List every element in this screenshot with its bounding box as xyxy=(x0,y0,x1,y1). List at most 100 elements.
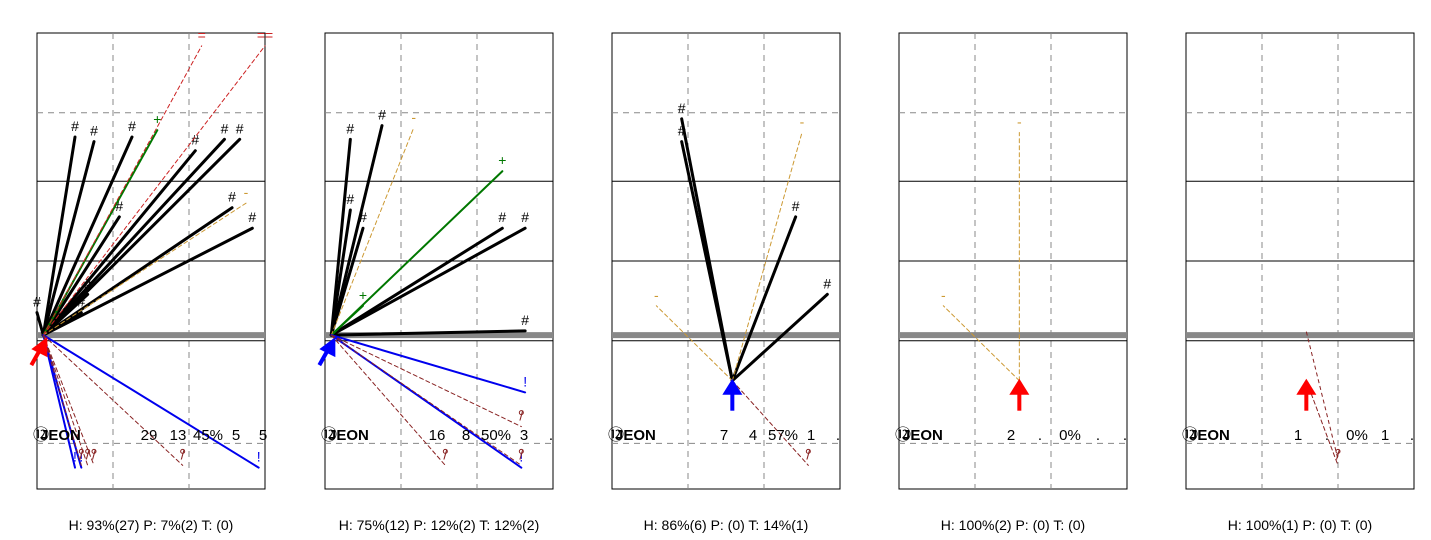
stat-value: 2 xyxy=(1007,427,1015,444)
shot-line xyxy=(329,226,504,337)
player-name: JEON xyxy=(615,427,656,444)
shot-marker: / xyxy=(519,446,523,462)
shot-marker: ! xyxy=(519,449,523,465)
foul-dot xyxy=(805,448,811,454)
shot-line xyxy=(41,135,77,337)
shot-marker: # xyxy=(378,107,386,123)
stat-value: 45% xyxy=(193,427,223,444)
shot-line xyxy=(41,137,226,337)
shot-line xyxy=(35,311,45,337)
player-number: ⑫ xyxy=(1182,426,1198,444)
shot-marker: - xyxy=(654,287,659,303)
shot-line xyxy=(42,334,82,466)
footer-summary: H: 75%(12) P: 12%(2) T: 12%(2) xyxy=(339,517,540,533)
shot-marker: / xyxy=(92,446,96,462)
shot-line xyxy=(942,305,1020,382)
shot-marker: # xyxy=(498,209,506,225)
shot-marker: + xyxy=(153,111,161,127)
shot-marker: # xyxy=(33,294,41,310)
shot-line xyxy=(41,135,134,337)
shot-line xyxy=(42,334,76,469)
shot-line xyxy=(730,292,829,383)
shot-marker: = xyxy=(198,27,206,43)
foul-dot xyxy=(518,448,524,454)
shot-line xyxy=(42,334,184,466)
stat-value: 16 xyxy=(429,427,446,444)
shot-line xyxy=(329,124,384,337)
shot-marker: - xyxy=(411,109,416,125)
origin-arrow-head xyxy=(31,337,48,358)
shot-line xyxy=(730,215,798,383)
shot-marker: # xyxy=(90,123,98,139)
shot-marker: # xyxy=(236,120,244,136)
shot-line xyxy=(330,334,527,394)
stat-value: 7 xyxy=(720,427,728,444)
shot-marker: / xyxy=(806,446,810,462)
stat-value: 5 xyxy=(232,427,240,444)
shot-line xyxy=(330,334,522,428)
stat-value: 5 xyxy=(259,427,267,444)
shot-marker: ! xyxy=(79,449,83,465)
shot-marker: / xyxy=(519,408,523,424)
stat-value: 1 xyxy=(807,427,815,444)
shot-marker: # xyxy=(346,120,354,136)
shot-marker: + xyxy=(359,287,367,303)
shot-line xyxy=(680,140,734,383)
shot-marker: # xyxy=(678,123,686,139)
footer-summary: H: 93%(27) P: 7%(2) T: (0) xyxy=(69,517,234,533)
shot-marker: # xyxy=(678,100,686,116)
stat-value: 0% xyxy=(1346,427,1368,444)
stat-value: . xyxy=(836,427,840,444)
player-name: JEON xyxy=(40,427,81,444)
shot-line xyxy=(329,137,352,337)
shot-marker: == xyxy=(257,27,273,43)
origin-arrow-head xyxy=(1296,378,1317,395)
player-number: ⑫ xyxy=(608,426,624,444)
shot-marker: # xyxy=(221,120,229,136)
stat-value: . xyxy=(549,427,553,444)
shot-marker: - xyxy=(244,184,249,200)
shot-marker: # xyxy=(792,198,800,214)
player-number: ⑫ xyxy=(321,426,337,444)
shot-line xyxy=(41,292,90,337)
foul-dot xyxy=(91,448,97,454)
shot-line xyxy=(329,208,352,337)
shot-marker: # xyxy=(359,209,367,225)
shot-line xyxy=(41,215,121,337)
player-name: JEON xyxy=(328,427,369,444)
foul-dot xyxy=(518,410,524,416)
player-number: ⑫ xyxy=(895,426,911,444)
shot-marker: / xyxy=(86,446,90,462)
footer-summary: H: 86%(6) P: (0) T: 14%(1) xyxy=(644,517,809,533)
shot-marker: # xyxy=(191,132,199,148)
shot-line xyxy=(42,334,260,469)
foul-dot xyxy=(180,448,186,454)
shot-line xyxy=(42,45,203,336)
origin-arrow-head xyxy=(722,378,743,395)
shot-marker: ! xyxy=(257,449,261,465)
shot-line xyxy=(329,226,527,337)
shot-line xyxy=(330,334,446,466)
shot-line xyxy=(1305,380,1339,466)
shot-line xyxy=(655,305,733,382)
shot-marker: # xyxy=(521,312,529,328)
stat-value: 1 xyxy=(1294,427,1302,444)
shot-marker: / xyxy=(79,446,83,462)
shot-line xyxy=(329,226,365,337)
player-name: JEON xyxy=(1189,427,1230,444)
shot-line xyxy=(41,206,234,337)
origin-arrow-head xyxy=(1009,378,1030,395)
shot-marker: / xyxy=(1336,446,1340,462)
origin-arrow-head xyxy=(319,337,336,358)
foul-dot xyxy=(442,448,448,454)
stat-value: 8 xyxy=(462,427,470,444)
shot-marker: # xyxy=(115,198,123,214)
shot-line xyxy=(42,202,247,336)
player-number: ⑫ xyxy=(33,426,49,444)
shot-marker: / xyxy=(443,446,447,462)
shot-marker: - xyxy=(941,287,946,303)
